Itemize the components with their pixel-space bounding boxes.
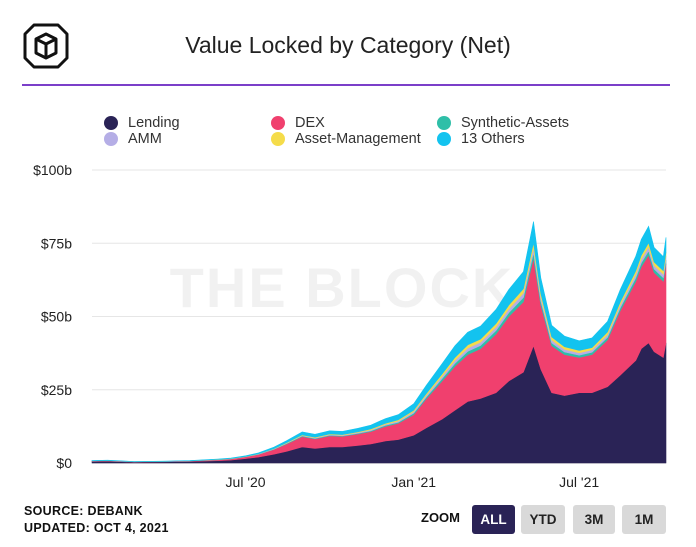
legend-item-amm[interactable]: AMM (104, 131, 162, 147)
chart-footer: SOURCE: DEBANK UPDATED: OCT 4, 2021 (24, 503, 169, 537)
chart-legend: Lending DEX Synthetic-Assets AMM Asset-Manag… (0, 0, 696, 150)
zoom-label: ZOOM (421, 510, 460, 525)
legend-label: DEX (295, 115, 325, 131)
legend-label: Lending (128, 115, 180, 131)
legend-swatch-icon (104, 116, 118, 130)
legend-label: Asset-Management (295, 131, 421, 147)
legend-swatch-icon (437, 132, 451, 146)
y-tick-label: $100b (33, 162, 72, 178)
stacked-area-chart: $0 $25b $50b $75b $100b THE BLOCK Jul '20 Jan '… (33, 162, 667, 490)
updated-note: UPDATED: OCT 4, 2021 (24, 521, 169, 535)
header-divider (22, 84, 670, 86)
legend-swatch-icon (104, 132, 118, 146)
zoom-button-3m[interactable]: 3M (573, 505, 615, 534)
x-tick-label: Jul '20 (226, 474, 266, 490)
y-tick-label: $25b (41, 382, 72, 398)
y-tick-label: $50b (41, 309, 72, 325)
legend-label: 13 Others (461, 131, 525, 147)
chart-header: Value Locked by Category (Net) (0, 0, 696, 86)
zoom-button-ytd[interactable]: YTD (521, 505, 565, 534)
y-tick-label: $75b (41, 235, 72, 251)
legend-item-lending[interactable]: Lending (104, 115, 180, 131)
source-note: SOURCE: DEBANK (24, 504, 143, 518)
legend-swatch-icon (271, 132, 285, 146)
the-block-logo-icon (23, 23, 69, 69)
legend-label: Synthetic-Assets (461, 115, 569, 131)
legend-item-13-others[interactable]: 13 Others (437, 131, 525, 147)
x-tick-label: Jan '21 (391, 474, 436, 490)
legend-swatch-icon (437, 116, 451, 130)
legend-swatch-icon (271, 116, 285, 130)
watermark-text: THE BLOCK (170, 256, 515, 319)
legend-item-asset-management[interactable]: Asset-Management (271, 131, 421, 147)
y-tick-label: $0 (56, 455, 72, 471)
chart-title: Value Locked by Category (Net) (185, 32, 511, 58)
area-series-13-others (91, 221, 667, 463)
legend-label: AMM (128, 131, 162, 147)
legend-item-dex[interactable]: DEX (271, 115, 325, 131)
zoom-button-all[interactable]: ALL (472, 505, 515, 534)
zoom-button-1m[interactable]: 1M (622, 505, 666, 534)
legend-item-synthetic-assets[interactable]: Synthetic-Assets (437, 115, 569, 131)
x-tick-label: Jul '21 (559, 474, 599, 490)
